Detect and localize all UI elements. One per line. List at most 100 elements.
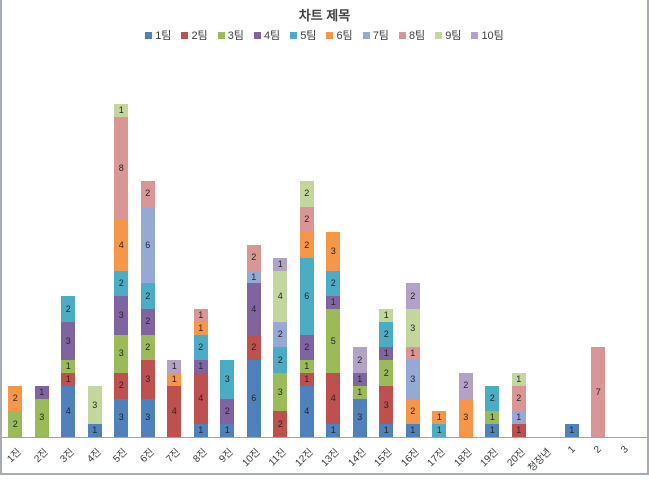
bar-segment[interactable]: 4 [114, 219, 129, 271]
bar-segment[interactable]: 1 [246, 270, 261, 284]
bar-segment[interactable]: 1 [405, 347, 420, 361]
bar-segment[interactable]: 2 [220, 398, 235, 425]
bar-segment[interactable]: 2 [140, 283, 155, 310]
bar-segment[interactable]: 2 [273, 321, 288, 348]
bar-segment[interactable]: 1 [167, 360, 182, 374]
bar-segment[interactable]: 1 [61, 373, 76, 386]
bar-segment[interactable]: 1 [299, 360, 314, 374]
legend-item[interactable]: 10팀 [471, 27, 504, 43]
bar-segment[interactable]: 4 [246, 283, 261, 335]
bar-segment[interactable]: 2 [61, 296, 76, 322]
bar-segment[interactable]: 3 [379, 385, 394, 425]
bar-segment[interactable]: 5 [326, 309, 341, 374]
bar-segment[interactable]: 4 [273, 270, 288, 322]
bar-segment[interactable]: 3 [114, 296, 129, 335]
bar-segment[interactable]: 2 [299, 206, 314, 233]
bar-segment[interactable]: 3 [458, 398, 473, 437]
bar-segment[interactable]: 6 [246, 360, 261, 437]
bar-segment[interactable]: 2 [246, 245, 261, 271]
bar-segment[interactable]: 3 [220, 360, 235, 399]
bar-segment[interactable]: 2 [193, 334, 208, 361]
bar-segment[interactable]: 3 [140, 398, 155, 437]
bar-segment[interactable]: 2 [326, 270, 341, 297]
bar-segment[interactable]: 1 [273, 257, 288, 271]
bar-segment[interactable]: 4 [299, 385, 314, 437]
bar-segment[interactable]: 3 [140, 360, 155, 399]
bar-segment[interactable]: 2 [140, 309, 155, 335]
bar-segment[interactable]: 1 [352, 373, 367, 386]
bar-segment[interactable]: 1 [511, 373, 526, 386]
bar-segment[interactable]: 2 [140, 334, 155, 361]
bar-segment[interactable]: 2 [485, 385, 500, 412]
bar-segment[interactable]: 2 [273, 347, 288, 374]
bar-segment[interactable]: 1 [193, 424, 208, 437]
bar-segment[interactable]: 1 [61, 360, 76, 374]
bar-segment[interactable]: 2 [405, 398, 420, 425]
legend-item[interactable]: 8팀 [398, 27, 425, 43]
bar-segment[interactable]: 6 [140, 206, 155, 284]
bar-segment[interactable]: 1 [405, 424, 420, 437]
bar-segment[interactable]: 1 [432, 411, 447, 425]
legend-item[interactable]: 7팀 [362, 27, 389, 43]
bar-segment[interactable]: 1 [220, 424, 235, 437]
bar-segment[interactable]: 2 [458, 373, 473, 399]
legend-item[interactable]: 1팀 [145, 27, 171, 43]
bar-segment[interactable]: 4 [326, 373, 341, 425]
bar-segment[interactable]: 4 [167, 385, 182, 437]
bar-segment[interactable]: 2 [114, 373, 129, 399]
bar-segment[interactable]: 1 [432, 424, 447, 437]
legend-item[interactable]: 3팀 [217, 27, 244, 43]
bar-segment[interactable]: 2 [379, 321, 394, 348]
bar-segment[interactable]: 3 [114, 398, 129, 437]
bar-segment[interactable]: 3 [114, 334, 129, 374]
bar-segment[interactable]: 2 [405, 283, 420, 310]
bar-segment[interactable]: 1 [379, 347, 394, 361]
bar-segment[interactable]: 1 [193, 360, 208, 374]
bar-segment[interactable]: 7 [591, 347, 606, 437]
bar-segment[interactable]: 2 [352, 347, 367, 374]
bar-segment[interactable]: 1 [485, 424, 500, 437]
bar-segment[interactable]: 1 [379, 309, 394, 322]
bar-segment[interactable]: 2 [299, 334, 314, 361]
bar-segment[interactable]: 3 [273, 373, 288, 412]
legend-item[interactable]: 4팀 [253, 27, 280, 43]
bar-segment[interactable]: 2 [246, 334, 261, 361]
bar-segment[interactable]: 1 [299, 373, 314, 386]
bar-segment[interactable]: 2 [140, 181, 155, 207]
bar-segment[interactable]: 2 [299, 181, 314, 207]
bar-segment[interactable]: 3 [326, 232, 341, 271]
bar-segment[interactable]: 1 [326, 424, 341, 437]
legend-item[interactable]: 6팀 [326, 27, 353, 43]
legend-item[interactable]: 2팀 [181, 27, 208, 43]
bar-segment[interactable]: 3 [352, 398, 367, 437]
bar-segment[interactable]: 8 [114, 117, 129, 220]
bar-segment[interactable]: 2 [8, 385, 23, 412]
bar-segment[interactable]: 1 [193, 321, 208, 335]
bar-segment[interactable]: 3 [405, 360, 420, 399]
bar-segment[interactable]: 1 [34, 385, 49, 399]
bar-segment[interactable]: 4 [193, 373, 208, 425]
bar-segment[interactable]: 2 [299, 232, 314, 258]
bar-segment[interactable]: 1 [87, 424, 102, 437]
bar-segment[interactable]: 3 [405, 309, 420, 348]
bar-segment[interactable]: 1 [511, 411, 526, 425]
bar-segment[interactable]: 1 [167, 373, 182, 386]
bar-segment[interactable]: 3 [34, 398, 49, 437]
bar-segment[interactable]: 1 [352, 385, 367, 399]
bar-segment[interactable]: 1 [379, 424, 394, 437]
bar-segment[interactable]: 1 [564, 424, 579, 437]
legend-item[interactable]: 5팀 [290, 27, 316, 43]
bar-segment[interactable]: 3 [87, 385, 102, 425]
bar-segment[interactable]: 1 [114, 104, 129, 118]
bar-segment[interactable]: 1 [326, 296, 341, 310]
bar-segment[interactable]: 3 [61, 321, 76, 361]
bar-segment[interactable]: 6 [299, 257, 314, 335]
bar-segment[interactable]: 2 [8, 411, 23, 437]
legend-item[interactable]: 9팀 [435, 27, 461, 43]
bar-segment[interactable]: 4 [61, 385, 76, 437]
bar-segment[interactable]: 1 [193, 309, 208, 322]
bar-segment[interactable]: 1 [485, 411, 500, 425]
bar-segment[interactable]: 2 [273, 411, 288, 437]
bar-segment[interactable]: 1 [511, 424, 526, 437]
bar-segment[interactable]: 2 [379, 360, 394, 386]
